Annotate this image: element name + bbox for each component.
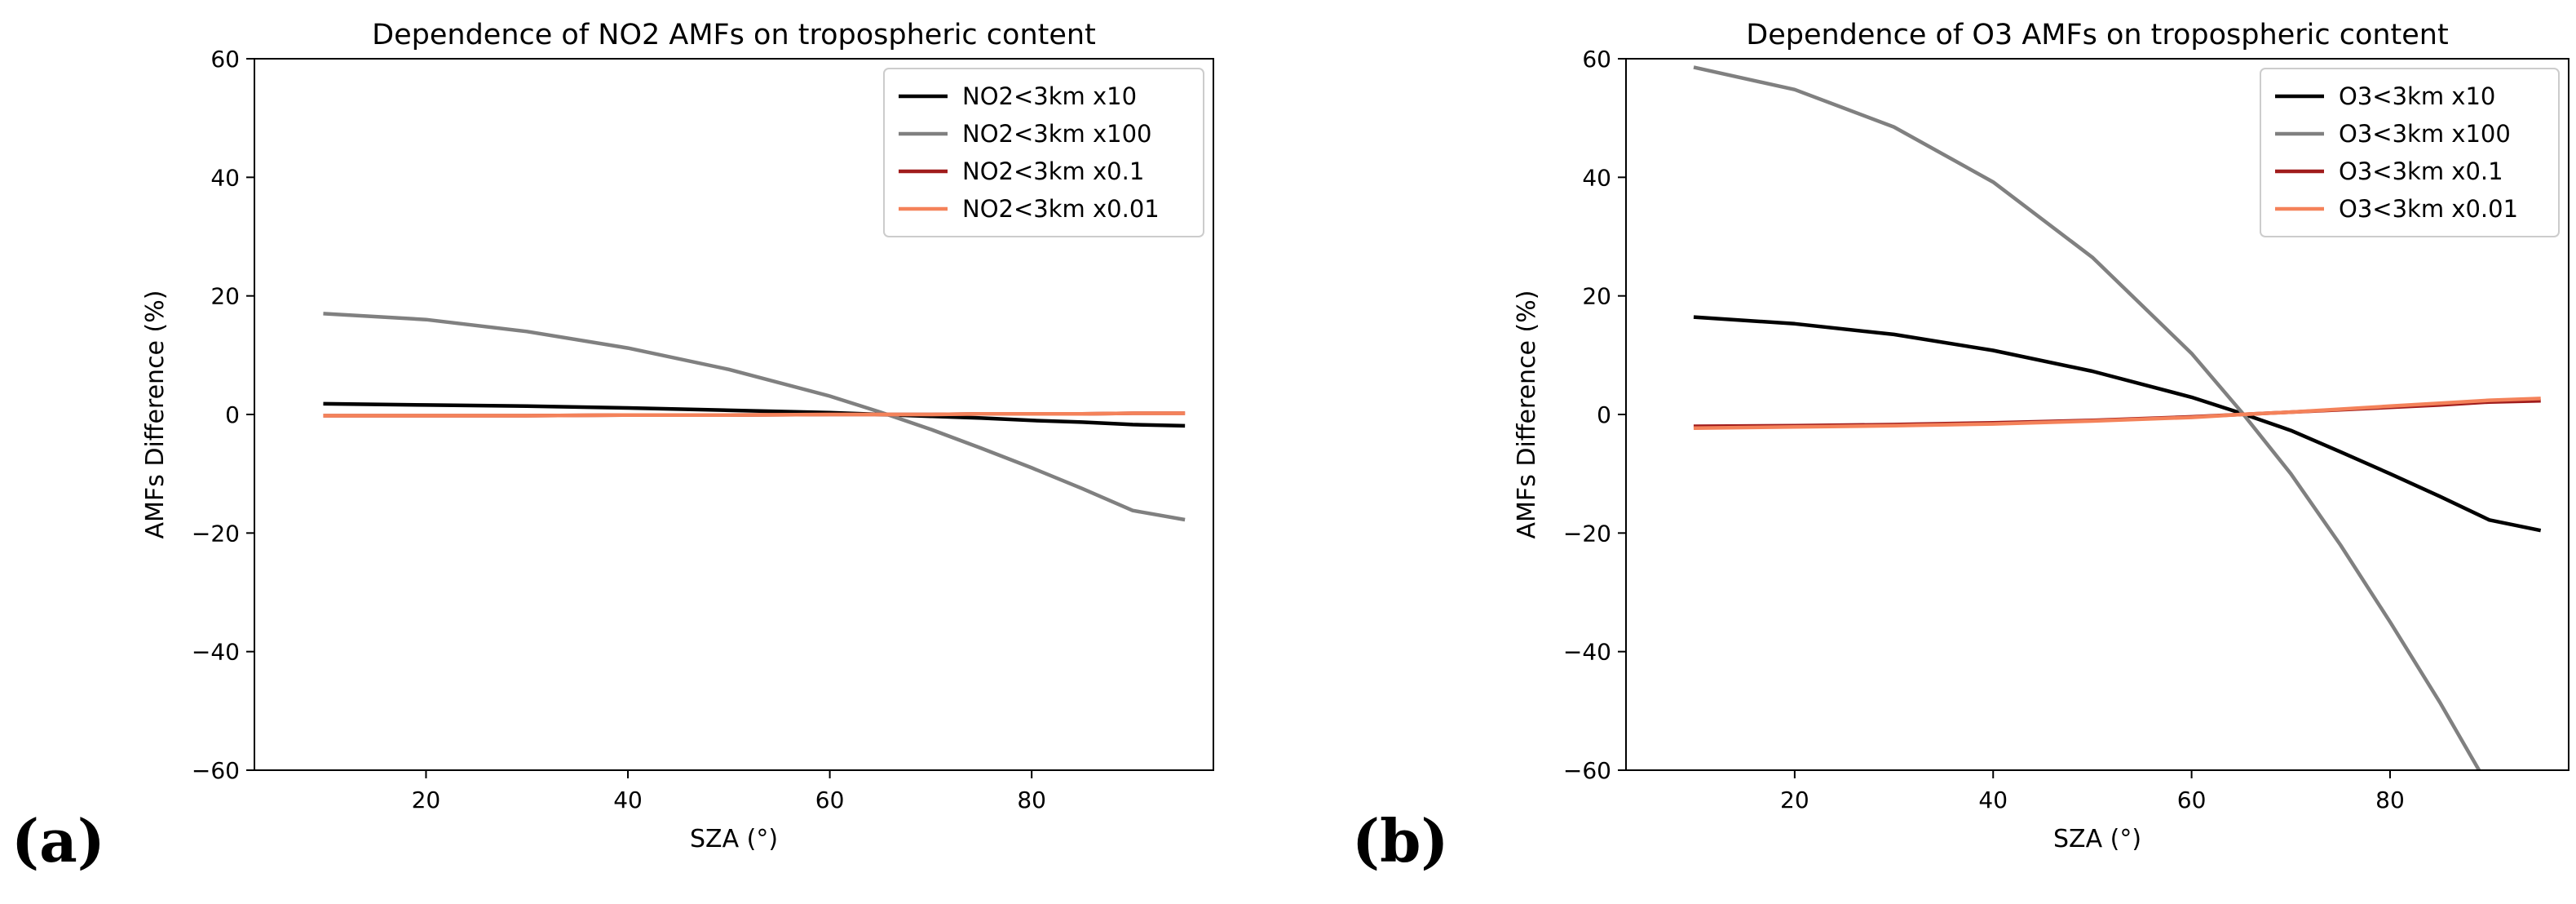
no2-legend: NO2<3km x10 NO2<3km x100 NO2<3km x0.1 NO2<3… [883,68,1204,237]
o3-series-group [1693,65,2542,770]
panel-label-a: (a) [11,806,105,875]
o3-x-tick-label-2: 60 [2177,787,2207,813]
o3-x-tick-label-1: 40 [1978,787,2008,813]
o3-series-line-1 [1693,65,2481,770]
no2-x-tick-label-2: 60 [815,787,845,813]
no2-y-tick-label-3: 0 [225,401,240,428]
o3-chart: Dependence of O3 AMFs on tropospheric co… [1513,19,2569,853]
no2-chart-title: Dependence of NO2 AMFs on tropospheric c… [372,19,1096,51]
no2-x-axis-label: SZA (°) [690,825,778,853]
no2-series-group [323,312,1186,522]
o3-series-line-3 [1693,397,2541,430]
o3-legend-box [2260,68,2560,237]
no2-y-tick-label-6: 60 [210,46,240,73]
no2-y-tick-label-1: −40 [192,639,240,666]
no2-y-tick-label-4: 20 [210,283,240,310]
o3-legend: O3<3km x10 O3<3km x100 O3<3km x0.1 O3<3km x… [2260,68,2560,237]
o3-y-tick-label-3: 0 [1597,401,1611,428]
no2-series-line-1 [323,312,1186,522]
o3-y-axis-label: AMFs Difference (%) [1513,290,1541,539]
no2-x-tick-label-1: 40 [613,787,643,813]
panel-label-b: (b) [1352,806,1449,875]
o3-y-tick-label-1: −40 [1563,639,1611,666]
no2-y-axis-label: AMFs Difference (%) [141,290,170,539]
no2-chart: Dependence of NO2 AMFs on tropospheric c… [141,19,1214,853]
o3-y-tick-label-2: −20 [1563,520,1611,547]
no2-legend-box [883,68,1204,237]
no2-y-tick-label-0: −60 [192,757,240,784]
o3-legend-label-3: O3<3km x0.01 [2339,195,2518,223]
no2-y-tick-label-5: 40 [210,164,240,191]
no2-y-tick-label-2: −20 [192,520,240,547]
o3-legend-label-2: O3<3km x0.1 [2339,157,2503,185]
o3-legend-label-1: O3<3km x100 [2339,120,2511,148]
o3-y-tick-label-6: 60 [1582,46,1611,73]
no2-legend-label-0: NO2<3km x10 [962,82,1137,110]
no2-legend-label-1: NO2<3km x100 [962,120,1152,148]
o3-chart-title: Dependence of O3 AMFs on tropospheric co… [1746,19,2448,51]
o3-x-axis-label: SZA (°) [2053,825,2141,853]
no2-x-tick-label-3: 80 [1017,787,1046,813]
o3-x-tick-label-0: 20 [1780,787,1809,813]
no2-legend-label-2: NO2<3km x0.1 [962,157,1144,185]
no2-series-line-3 [323,411,1186,418]
o3-legend-label-0: O3<3km x10 [2339,82,2495,110]
o3-x-tick-label-3: 80 [2375,787,2405,813]
o3-y-tick-label-4: 20 [1582,283,1611,310]
no2-legend-label-3: NO2<3km x0.01 [962,195,1160,223]
o3-y-tick-label-0: −60 [1563,757,1611,784]
o3-y-tick-label-5: 40 [1582,164,1611,191]
no2-x-tick-label-0: 20 [412,787,441,813]
